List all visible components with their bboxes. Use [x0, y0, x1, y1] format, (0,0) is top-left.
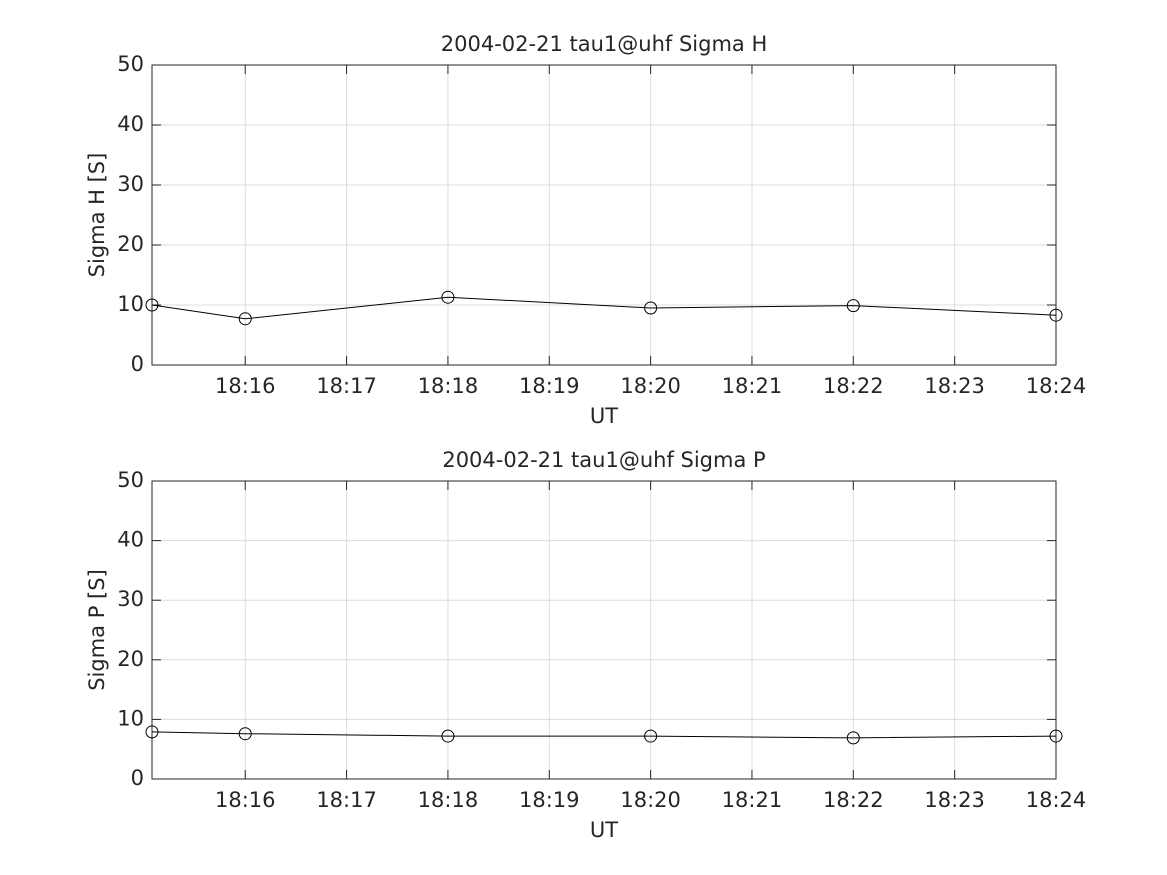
x-tick-label: 18:18 [418, 374, 479, 398]
x-tick-label: 18:24 [1026, 788, 1087, 812]
data-marker [846, 299, 860, 313]
x-tick-label: 18:17 [316, 788, 377, 812]
data-marker [644, 301, 658, 315]
axes-frame [151, 480, 1057, 780]
y-tick-label: 0 [131, 352, 144, 376]
y-tick-label: 50 [117, 52, 144, 76]
y-tick-label: 10 [117, 706, 144, 730]
chart-title: 2004-02-21 tau1@uhf Sigma H [441, 32, 767, 56]
x-tick-label: 18:17 [316, 374, 377, 398]
y-axis-label: Sigma P [S] [85, 569, 109, 691]
x-axis-label: UT [590, 404, 618, 428]
data-marker [441, 729, 455, 743]
data-line [151, 731, 1057, 739]
plot-area [152, 481, 1056, 779]
x-axis-label: UT [590, 818, 618, 842]
y-tick-label: 0 [131, 766, 144, 790]
data-marker [846, 731, 860, 745]
data-marker [238, 312, 252, 326]
y-axis-label: Sigma H [S] [85, 153, 109, 278]
x-tick-label: 18:21 [722, 374, 783, 398]
x-tick-label: 18:19 [519, 374, 580, 398]
x-tick-label: 18:23 [924, 374, 985, 398]
x-tick-label: 18:19 [519, 788, 580, 812]
y-tick-label: 20 [117, 232, 144, 256]
chart-title: 2004-02-21 tau1@uhf Sigma P [442, 448, 765, 472]
data-marker [644, 729, 658, 743]
plot-area [152, 65, 1056, 365]
y-tick-label: 50 [117, 468, 144, 492]
x-tick-label: 18:16 [215, 788, 276, 812]
y-tick-label: 30 [117, 587, 144, 611]
data-marker [1049, 729, 1063, 743]
data-marker [1049, 308, 1063, 322]
data-marker [441, 290, 455, 304]
x-tick-label: 18:20 [620, 788, 681, 812]
y-tick-label: 10 [117, 292, 144, 316]
y-tick-label: 40 [117, 112, 144, 136]
data-marker [145, 725, 159, 739]
x-tick-label: 18:24 [1026, 374, 1087, 398]
y-tick-label: 30 [117, 172, 144, 196]
x-tick-label: 18:23 [924, 788, 985, 812]
data-marker [238, 727, 252, 741]
x-tick-label: 18:21 [722, 788, 783, 812]
data-marker [145, 298, 159, 312]
y-tick-label: 20 [117, 647, 144, 671]
x-tick-label: 18:22 [823, 374, 884, 398]
x-tick-label: 18:20 [620, 374, 681, 398]
data-line [151, 296, 1057, 320]
x-tick-label: 18:16 [215, 374, 276, 398]
axes-frame [151, 64, 1057, 366]
x-tick-label: 18:22 [823, 788, 884, 812]
x-tick-label: 18:18 [418, 788, 479, 812]
y-tick-label: 40 [117, 528, 144, 552]
